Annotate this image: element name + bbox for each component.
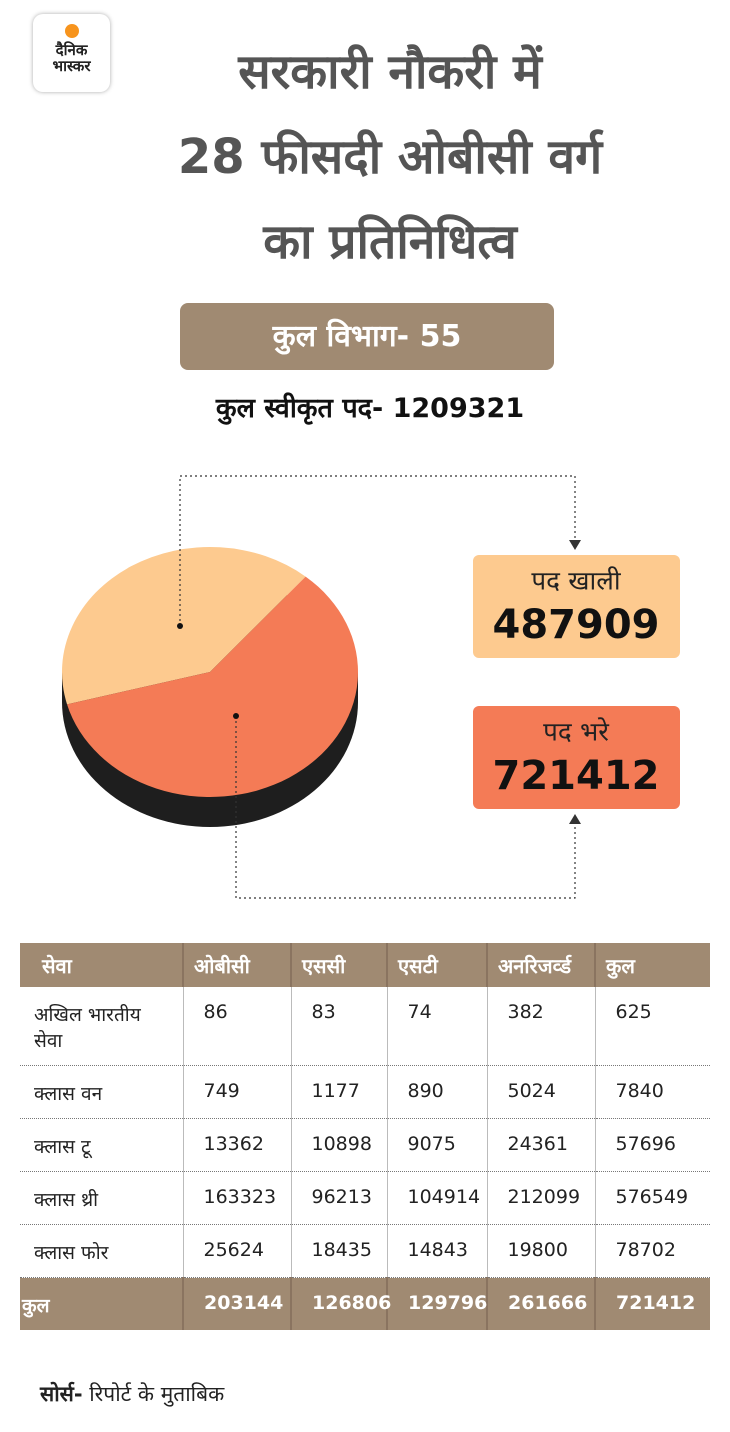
table-cell: 18435 <box>290 1224 387 1278</box>
sanctioned: कुल स्वीकृत पद- 1209321 <box>215 393 525 424</box>
legend-box <box>473 706 680 809</box>
value-label: 487909 <box>493 602 660 648</box>
table-cell: 7840 <box>594 1065 710 1119</box>
table-cell: 96213 <box>290 1171 387 1225</box>
column-header: एससी <box>290 943 387 987</box>
table-cell: क्लास वन <box>20 1065 183 1119</box>
title-line: सरकारी नौकरी में <box>238 44 542 100</box>
connector <box>235 716 576 899</box>
arrow <box>569 540 581 550</box>
table-row: क्लास टू 13362 10898 9075 24361 57696 <box>20 1118 710 1172</box>
table-row: क्लास फोर 25624 18435 14843 19800 78702 <box>20 1224 710 1278</box>
table-row: क्लास वन 749 1177 890 5024 7840 <box>20 1065 710 1119</box>
title-line: का प्रतिनिधित्व <box>263 214 517 270</box>
table-cell: क्लास टू <box>20 1118 183 1172</box>
column-header: कुल <box>594 943 710 987</box>
column-header: अनरिजर्व्ड <box>486 943 595 987</box>
table-cell: 14843 <box>386 1224 487 1278</box>
table-cell: कुल <box>20 1277 183 1330</box>
source-label: सोर्स- <box>40 1382 83 1406</box>
table-cell: 83 <box>290 987 387 1066</box>
table-cell: 19800 <box>486 1224 595 1278</box>
logo-text: दैनिक <box>55 41 88 59</box>
table-cell: 163323 <box>182 1171 291 1225</box>
column-header: सेवा <box>20 943 183 987</box>
table-cell: 261666 <box>486 1277 595 1330</box>
table-cell: 9075 <box>386 1118 487 1172</box>
table-cell: 25624 <box>182 1224 291 1278</box>
table-cell: क्लास फोर <box>20 1224 183 1278</box>
legend-box <box>473 555 680 658</box>
source-text: रिपोर्ट के मुताबिक <box>89 1382 225 1406</box>
table-cell: 576549 <box>594 1171 710 1225</box>
table-cell: 86 <box>182 987 291 1066</box>
table-cell: 382 <box>486 987 595 1066</box>
table-cell: 126806 <box>290 1277 391 1330</box>
column-header: ओबीसी <box>182 943 291 987</box>
table-cell: 57696 <box>594 1118 710 1172</box>
legend-label: पद खाली <box>531 566 621 597</box>
data-table: सेवा ओबीसी एससी एसटी अनरिजर्व्ड कुल अखिल भारत… <box>20 943 710 1330</box>
departments: कुल विभाग- 55 <box>180 303 554 370</box>
table-cell: 129796 <box>386 1277 487 1330</box>
table-cell: 74 <box>386 987 487 1066</box>
value-label: 721412 <box>493 753 660 799</box>
table-cell: 13362 <box>182 1118 291 1172</box>
table-cell: अखिल भारतीय सेवा <box>20 987 183 1066</box>
table-cell: 5024 <box>486 1065 595 1119</box>
pie-slice <box>67 576 358 797</box>
table-cell: क्लास थ्री <box>20 1171 183 1225</box>
pie-chart: पद खाली 487909 पद भरे 721412 <box>61 475 680 899</box>
leader-dot <box>233 713 239 719</box>
title: सरकारी नौकरी में 28 फीसदी ओबीसी वर्ग का … <box>80 30 700 285</box>
table-cell: 212099 <box>486 1171 595 1225</box>
table-cell: 104914 <box>386 1171 487 1225</box>
table-cell: 24361 <box>486 1118 595 1172</box>
logo-text: भास्कर <box>52 57 91 75</box>
table-cell: 10898 <box>290 1118 387 1172</box>
table-cell: 749 <box>182 1065 291 1119</box>
table-row: अखिल भारतीय सेवा 86 83 74 382 625 <box>20 987 710 1066</box>
table-cell: 721412 <box>594 1277 710 1330</box>
arrow <box>569 814 581 824</box>
total-row: कुल 203144 126806 129796 261666 721412 <box>20 1277 710 1330</box>
connector <box>179 475 576 626</box>
legend-label: पद भरे <box>543 717 610 748</box>
title-line: 28 फीसदी ओबीसी वर्ग <box>177 129 603 185</box>
table-cell: 625 <box>594 987 710 1066</box>
column-header: एसटी <box>386 943 487 987</box>
pie-slice <box>61 546 306 705</box>
table-row: क्लास थ्री 163323 96213 104914 212099 576549 <box>20 1171 710 1225</box>
leader-dot <box>177 623 183 629</box>
logo: दैनिक भास्कर <box>33 14 110 92</box>
table-cell: 890 <box>386 1065 487 1119</box>
table-cell: 1177 <box>290 1065 387 1119</box>
table-cell: 203144 <box>182 1277 291 1330</box>
table-cell: 78702 <box>594 1224 710 1278</box>
source: सोर्स- रिपोर्ट के मुताबिक <box>40 1380 224 1408</box>
